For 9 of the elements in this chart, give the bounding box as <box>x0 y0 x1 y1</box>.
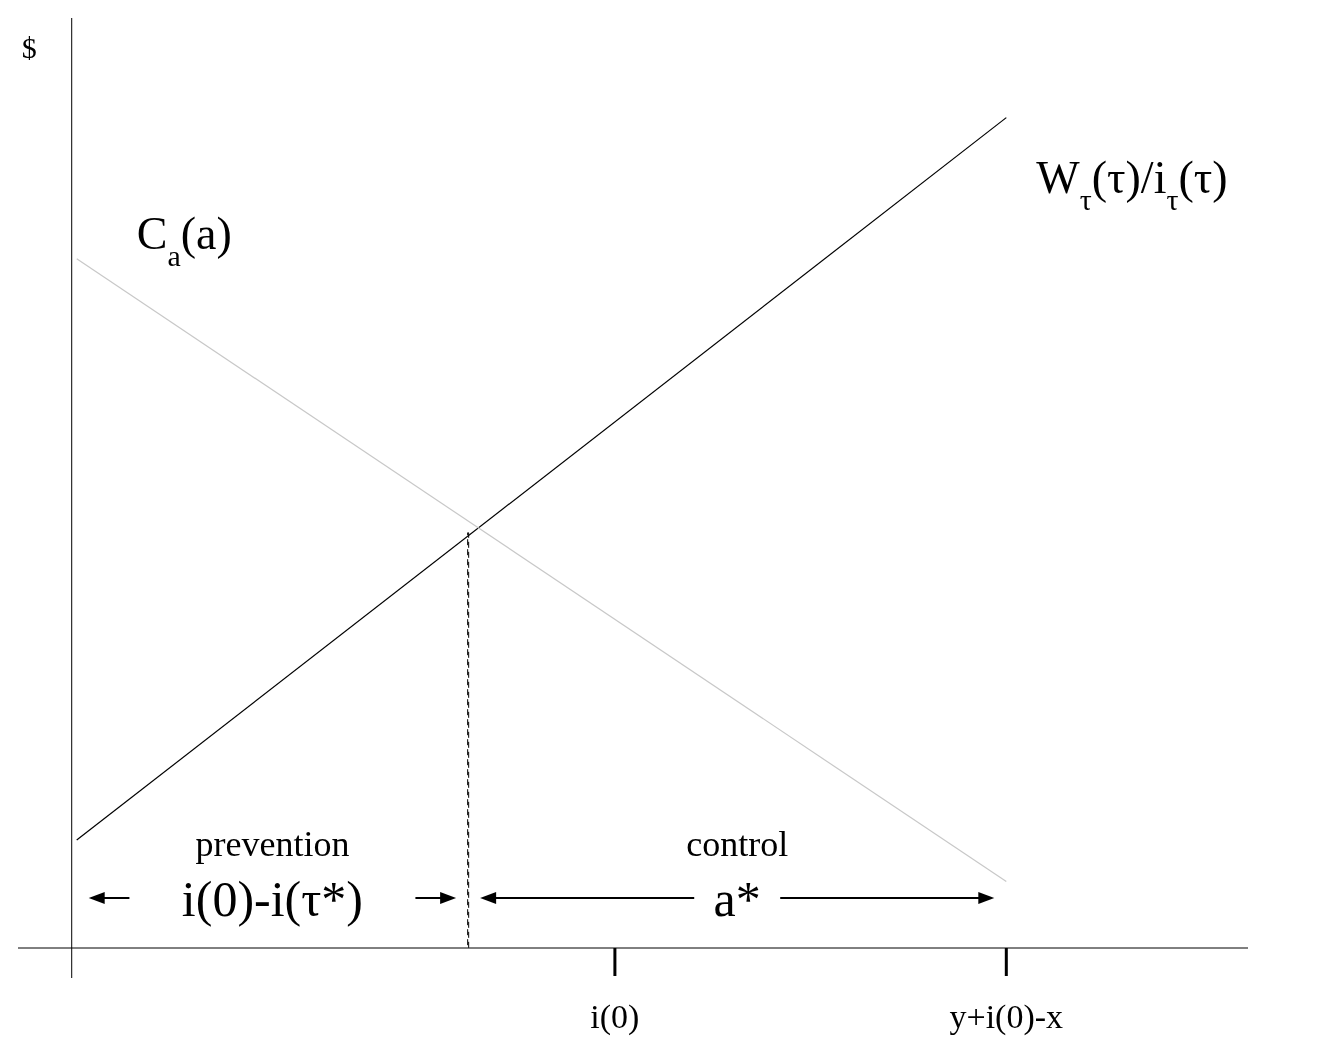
series-label: C$_{a}$(a) <box>136 207 232 272</box>
y-axis-title: $ <box>21 31 37 64</box>
annotation: a* <box>713 871 761 927</box>
series-label: W$_{τ}$(τ)/i$_{τ}$(τ) <box>1036 151 1228 216</box>
annotation: control <box>686 824 789 864</box>
annotation: i(0)-i(τ*) <box>181 871 363 927</box>
annotation: prevention <box>195 824 350 864</box>
x-tick-label: i(0) <box>590 998 640 1036</box>
x-tick-label: y+i(0)-x <box>949 998 1064 1036</box>
